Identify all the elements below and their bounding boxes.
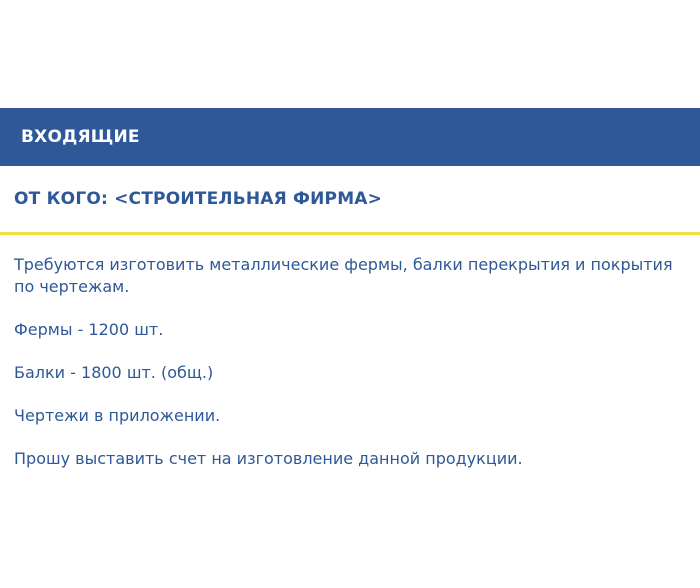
inbox-header: ВХОДЯЩИЕ [0,108,700,166]
message-line-beams: Балки - 1800 шт. (общ.) [14,363,214,382]
message-line-invoice-request: Прошу выставить счет на изготовление дан… [14,449,523,468]
message-body: Требуются изготовить металлические фермы… [14,254,674,491]
inbox-title: ВХОДЯЩИЕ [21,127,140,147]
sender-label: ОТ КОГО: <СТРОИТЕЛЬНАЯ ФИРМА> [14,189,383,209]
message-line-trusses: Фермы - 1200 шт. [14,320,164,339]
sender-row: ОТ КОГО: <СТРОИТЕЛЬНАЯ ФИРМА> [0,166,700,232]
header-divider [0,232,700,235]
message-line-request: Требуются изготовить металлические фермы… [14,255,673,296]
message-line-attachment: Чертежи в приложении. [14,406,221,425]
